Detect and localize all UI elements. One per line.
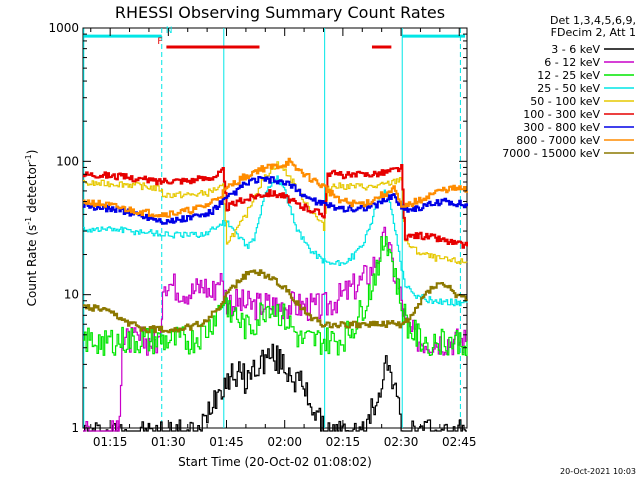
- series-line-2: [83, 236, 468, 356]
- y-tick-label-0: 1: [71, 421, 79, 435]
- legend-header-line-2: FDecim 2, Att 1: [551, 26, 636, 39]
- series-line-6: [83, 176, 468, 225]
- x-tick-label-5: 02:30: [384, 435, 419, 449]
- x-tick-label-4: 02:15: [326, 435, 361, 449]
- legend-label-6: 300 - 800 keV: [523, 121, 600, 134]
- x-tick-label-1: 01:30: [151, 435, 186, 449]
- legend-label-5: 100 - 300 keV: [523, 108, 600, 121]
- x-tick-label-2: 01:45: [209, 435, 244, 449]
- y-tick-label-1: 10: [64, 288, 79, 302]
- legend-label-1: 6 - 12 keV: [544, 56, 600, 69]
- series-line-1: [83, 226, 468, 432]
- series-line-5: [83, 164, 468, 249]
- y-tick-label-2: 100: [56, 154, 79, 168]
- flag-bars: NF: [83, 26, 466, 49]
- series-line-7: [83, 157, 468, 218]
- series-line-8: [83, 269, 468, 334]
- x-tick-label-0: 01:15: [93, 435, 128, 449]
- legend-label-7: 800 - 7000 keV: [516, 134, 600, 147]
- legend-label-4: 50 - 100 keV: [530, 95, 600, 108]
- y-axis-label: Count Rate (s-1 detector-1): [24, 150, 39, 307]
- x-tick-label-3: 02:00: [267, 435, 302, 449]
- chart-title: RHESSI Observing Summary Count Rates: [115, 3, 445, 22]
- flag-label-1: N: [166, 26, 173, 36]
- legend-label-0: 3 - 6 keV: [551, 43, 600, 56]
- x-axis-ticks: 01:15 01:30 01:45 02:00 02:15 02:30 02:45: [90, 28, 477, 449]
- flag-label-3: F: [157, 37, 162, 47]
- series-line-4: [83, 161, 468, 265]
- series-line-3: [83, 175, 468, 307]
- series-layer: [83, 157, 468, 432]
- legend-label-2: 12 - 25 keV: [537, 69, 600, 82]
- y-tick-label-3: 1000: [48, 21, 79, 35]
- legend-label-8: 7000 - 15000 keV: [502, 147, 600, 160]
- y-axis-ticks: 1 10 100 1000: [48, 21, 467, 435]
- legend-label-3: 25 - 50 keV: [537, 82, 600, 95]
- x-tick-label-6: 02:45: [442, 435, 477, 449]
- legend: Det 1,3,4,5,6,9, FDecim 2, Att 1 3 - 6 k…: [502, 14, 636, 160]
- footer-date: 20-Oct-2021 10:03: [560, 467, 636, 476]
- x-axis-label: Start Time (20-Oct-02 01:08:02): [178, 455, 372, 469]
- legend-header-line-1: Det 1,3,4,5,6,9,: [550, 14, 636, 27]
- series-line-0: [83, 343, 467, 432]
